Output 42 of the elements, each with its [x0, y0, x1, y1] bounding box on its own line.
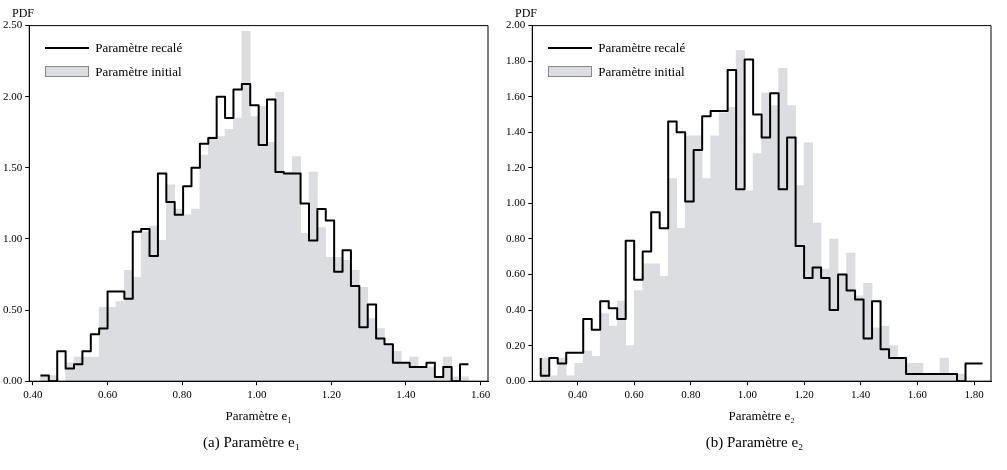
y-tick-label: 1.60 [506, 89, 526, 102]
x-tick-label: 0.40 [23, 387, 44, 400]
y-tick-label: 2.50 [3, 18, 23, 31]
y-tick-label: 0.00 [506, 374, 526, 387]
y-axis-title: PDF [515, 6, 538, 21]
y-tick-label: 1.00 [3, 231, 23, 244]
legend-label: Paramètre initial [598, 63, 685, 80]
text: (a) Paramètre e₁ [202, 434, 301, 451]
x-tick-label: 0.60 [624, 387, 645, 400]
y-tick-label: 0.80 [506, 231, 526, 244]
x-tick-label: 1.00 [247, 387, 267, 400]
x-tick-label: 1.00 [737, 387, 758, 400]
legend-label: Paramètre initial [95, 63, 182, 80]
x-tick-label: 0.80 [172, 387, 193, 400]
x-axis-title: Paramètre e₂ [728, 407, 795, 423]
x-tick-label: 1.20 [794, 387, 815, 400]
y-tick-label: 0.60 [506, 267, 526, 280]
y-tick-label: 0.00 [3, 374, 23, 387]
y-axis-title: PDF [12, 6, 35, 21]
y-tick-label: 0.50 [3, 302, 23, 315]
x-tick-label: 1.40 [851, 387, 871, 400]
y-tick-label: 0.40 [506, 302, 526, 315]
x-tick-label: 1.40 [396, 387, 417, 400]
legend-label: Paramètre recalé [95, 39, 183, 56]
x-tick-label: 1.60 [907, 387, 928, 400]
x-tick-label: 1.80 [964, 387, 985, 400]
y-tick-label: 1.40 [506, 125, 526, 138]
y-tick-label: 0.20 [506, 338, 526, 351]
y-tick-label: 1.00 [506, 196, 526, 209]
y-tick-label: 2.00 [3, 89, 23, 102]
legend-label: Paramètre recalé [598, 39, 686, 56]
y-tick-label: 1.50 [3, 160, 23, 173]
y-tick-label: 1.80 [506, 54, 526, 67]
x-tick-label: 1.60 [470, 387, 491, 400]
x-tick-label: 1.20 [321, 387, 342, 400]
x-tick-label: 0.80 [681, 387, 701, 400]
y-tick-label: 1.20 [506, 160, 526, 173]
x-axis-title: Paramètre e₁ [225, 407, 292, 423]
x-tick-label: 0.40 [567, 387, 588, 400]
text: (b) Paramètre e₂ [704, 434, 805, 451]
x-tick-label: 0.60 [97, 387, 118, 400]
y-tick-label: 2.00 [506, 18, 526, 31]
